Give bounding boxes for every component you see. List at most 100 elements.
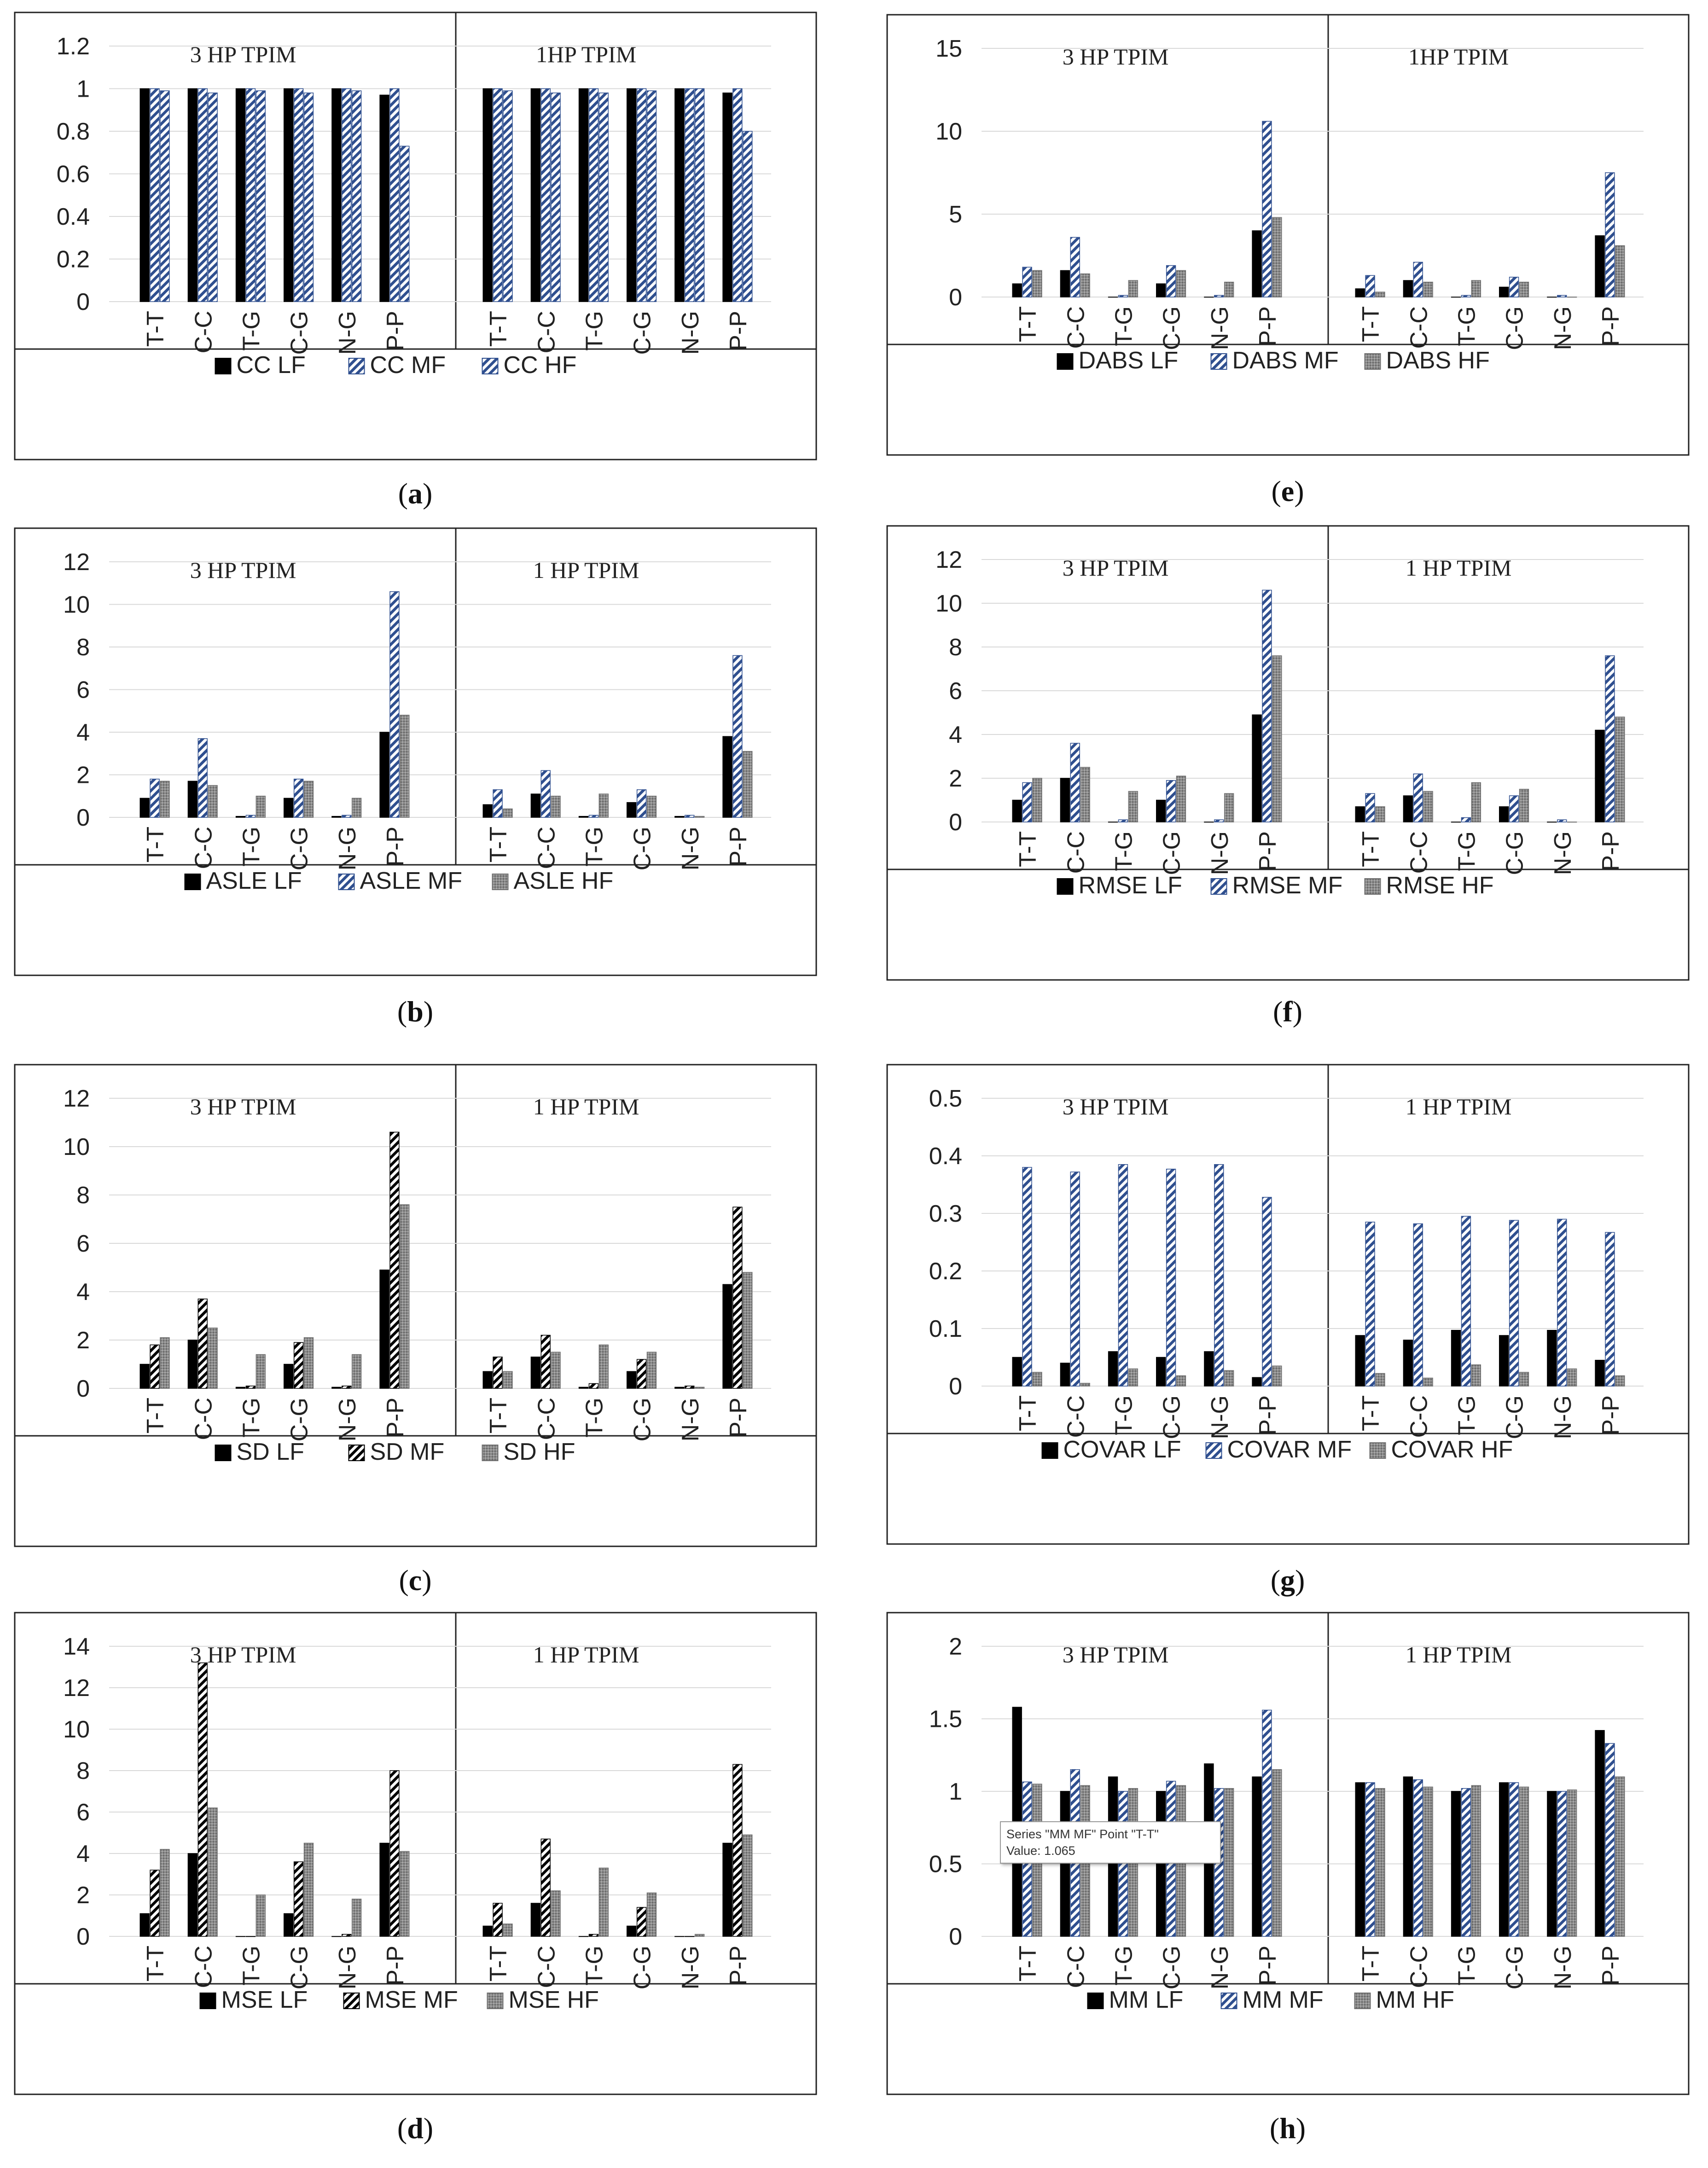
chart-d-bar — [578, 1936, 589, 1937]
chart-c-bar — [540, 1335, 551, 1389]
chart-d-legend-swatch — [487, 1993, 504, 2009]
chart-h-legend-swatch — [1087, 1993, 1104, 2009]
chart-c-bar — [379, 1270, 389, 1389]
chart-f-xtick: T-G — [1453, 831, 1480, 871]
chart-d-legend-label: MSE HF — [509, 1987, 599, 2013]
chart-h-legend-swatch — [1354, 1993, 1371, 2009]
chart-g-group-title: 1 HP TPIM — [1406, 1094, 1512, 1119]
caption-d: (d) — [397, 2112, 434, 2145]
chart-e-bar — [1060, 270, 1070, 297]
chart-a-bar — [551, 93, 561, 302]
chart-tooltip: Series "MM MF" Point "T-T" Value: 1.065 — [1000, 1821, 1221, 1864]
chart-c-ytick: 0 — [76, 1375, 90, 1402]
chart-f-legend-label: RMSE MF — [1232, 872, 1343, 899]
chart-b-xtick: C-C — [190, 827, 217, 869]
chart-d-xtick: N-G — [677, 1946, 704, 1989]
chart-f-legend-swatch — [1364, 878, 1381, 895]
chart-e-bar — [1499, 286, 1509, 297]
chart-g-legend-swatch — [1041, 1442, 1058, 1459]
chart-g-xtick: C-G — [1159, 1395, 1185, 1439]
chart-d-xtick: T-G — [238, 1946, 265, 1986]
chart-f-xtick: C-G — [1502, 831, 1528, 875]
chart-a-legend-swatch — [482, 358, 499, 374]
chart-h-legend-label: MM MF — [1243, 1987, 1324, 2013]
chart-a-xtick: P-P — [382, 311, 409, 351]
chart-f-xtick: C-C — [1063, 831, 1089, 874]
chart-g-bar — [1060, 1363, 1070, 1387]
chart-d-bar — [503, 1923, 513, 1937]
chart-c-bar — [578, 1387, 589, 1389]
chart-c-ytick: 6 — [76, 1230, 90, 1257]
chart-a-xtick: N-G — [677, 311, 704, 355]
chart-f-bar — [1423, 791, 1433, 822]
chart-e-ytick: 15 — [935, 35, 962, 62]
chart-g-bar — [1204, 1351, 1214, 1387]
chart-f-bar — [1156, 799, 1166, 822]
chart-g-bar — [1118, 1164, 1128, 1387]
chart-b-ytick: 8 — [76, 634, 90, 661]
chart-e-xtick: C-G — [1502, 306, 1528, 350]
chart-f-xtick: T-T — [1358, 831, 1384, 867]
chart-d-bar — [139, 1913, 150, 1937]
chart-g-bar — [1595, 1360, 1605, 1387]
chart-b-bar — [588, 815, 599, 818]
chart-panel-f: 0 2 4 6 8 10 12 3 HP TPIM T-T C-C T-G C-G N-G P-P 1 HP… — [886, 525, 1690, 981]
chart-h-bar — [1471, 1785, 1481, 1937]
chart-f-bar — [1272, 655, 1282, 822]
chart-b-bar — [627, 802, 637, 818]
chart-f-ytick: 2 — [949, 765, 962, 792]
chart-d-bar — [493, 1903, 503, 1937]
chart-c-legend-label: SD MF — [370, 1439, 445, 1465]
chart-c-bar — [342, 1386, 352, 1389]
chart-b-bar — [530, 793, 541, 818]
chart-h-bar — [1252, 1776, 1262, 1937]
chart-g-ytick: 0.3 — [929, 1201, 962, 1227]
chart-d-group-title: 1 HP TPIM — [533, 1642, 639, 1667]
chart-c-bar — [503, 1371, 513, 1389]
chart-a-bar — [493, 88, 503, 302]
chart-e-xtick: T-T — [1358, 306, 1384, 342]
chart-h-ytick: 0.5 — [929, 1851, 962, 1878]
chart-d-bar — [482, 1925, 493, 1937]
chart-d-ytick: 8 — [76, 1758, 90, 1784]
chart-b-xtick: C-C — [533, 827, 560, 869]
chart-f-bar — [1032, 778, 1042, 822]
chart-b-xtick: T-T — [142, 827, 169, 863]
chart-d-bar — [685, 1936, 695, 1937]
chart-b-ytick: 0 — [76, 804, 90, 831]
chart-g-bar — [1471, 1364, 1481, 1387]
chart-f-legend-label: RMSE HF — [1386, 872, 1494, 899]
chart-d-xtick: P-P — [382, 1946, 409, 1986]
chart-d-bar — [732, 1764, 743, 1937]
chart-h-bar — [1557, 1791, 1567, 1937]
chart-f-legend-label: RMSE LF — [1079, 872, 1182, 899]
chart-a-bar — [530, 88, 541, 302]
chart-d-bar — [208, 1807, 218, 1937]
chart-g-xtick: T-G — [1110, 1395, 1137, 1435]
chart-h-xtick: P-P — [1598, 1946, 1624, 1986]
chart-g-bar — [1022, 1167, 1032, 1387]
chart-f-xtick: C-G — [1159, 831, 1185, 875]
caption-g: (g) — [1270, 1564, 1305, 1597]
chart-c-xtick: P-P — [725, 1398, 752, 1438]
chart-d-bar — [160, 1849, 170, 1937]
chart-a-xtick: T-T — [142, 311, 169, 347]
chart-h-ytick: 2 — [949, 1633, 962, 1660]
chart-b-bar — [284, 798, 294, 818]
chart-a-bar — [351, 90, 362, 302]
chart-a-bar — [389, 88, 400, 302]
chart-f-bar — [1605, 655, 1615, 822]
chart-b-xtick: T-G — [238, 827, 265, 867]
chart-e-bar — [1615, 245, 1625, 297]
chart-c-bar — [187, 1340, 198, 1389]
chart-h-bar — [1595, 1730, 1605, 1937]
chart-f-group-title: 3 HP TPIM — [1063, 555, 1169, 581]
chart-d-bar — [150, 1870, 160, 1937]
chart-b-ytick: 2 — [76, 762, 90, 789]
chart-b-bar — [482, 804, 493, 818]
chart-a-ytick: 0.6 — [57, 161, 90, 188]
chart-e-bar — [1509, 277, 1519, 297]
chart-f-ytick: 4 — [949, 722, 962, 748]
chart-d-ytick: 0 — [76, 1923, 90, 1950]
chart-b-bar — [493, 789, 503, 818]
